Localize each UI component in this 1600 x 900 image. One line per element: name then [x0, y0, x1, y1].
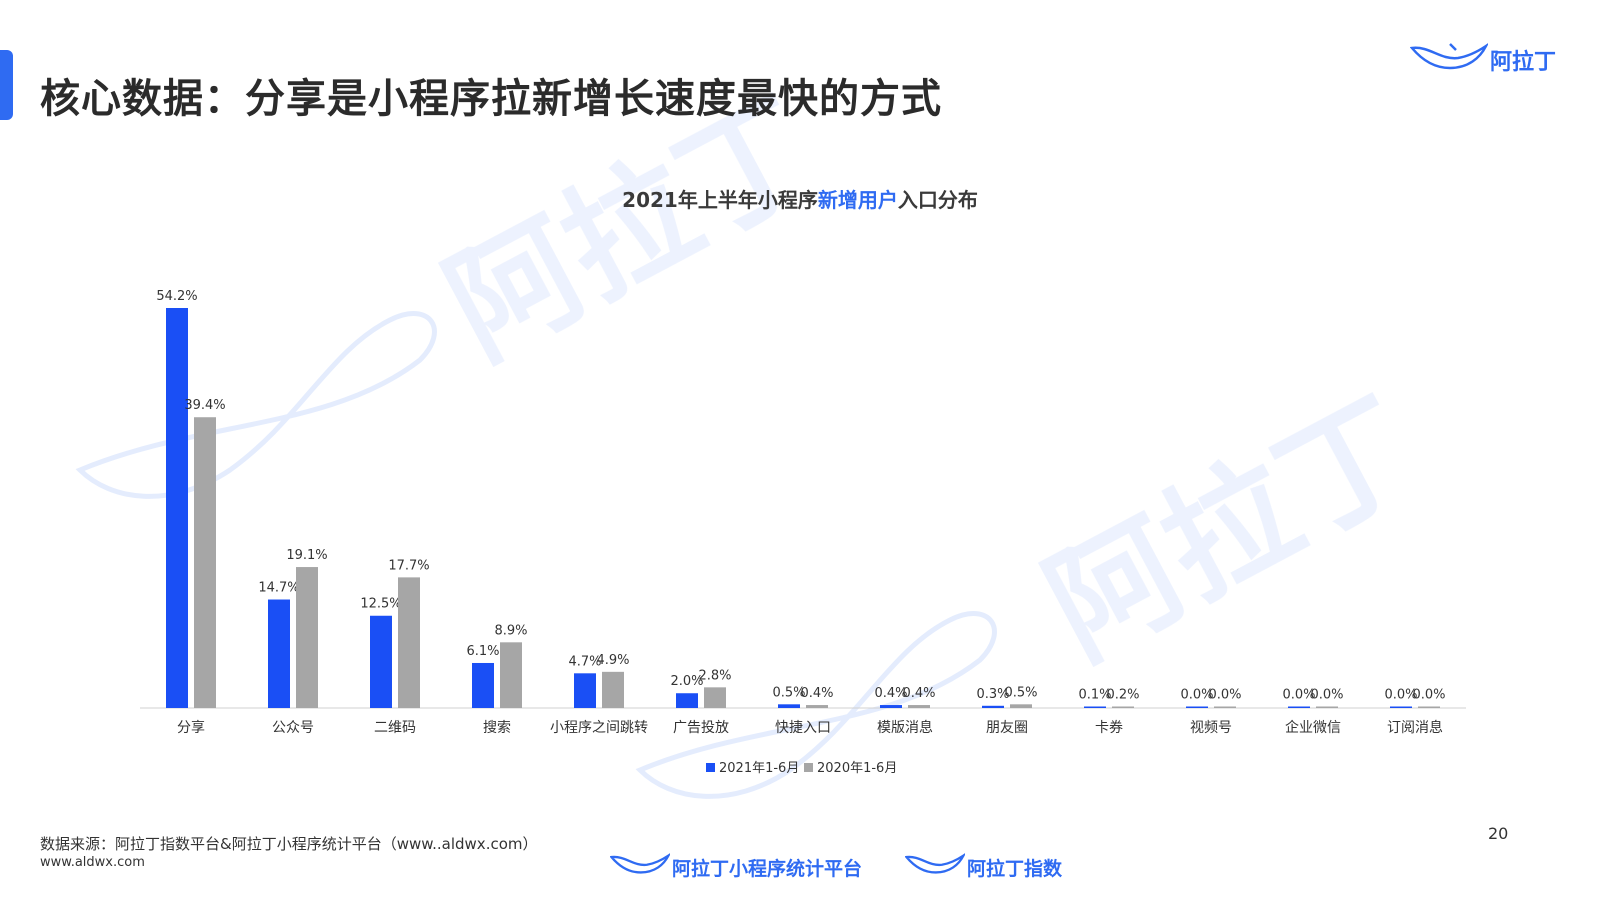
- data-label: 0.0%: [1180, 688, 1213, 703]
- x-tick-label: 卡券: [1095, 720, 1123, 736]
- bar-2020: [806, 705, 828, 708]
- data-label: 39.4%: [184, 398, 225, 413]
- bar-2020: [194, 417, 216, 708]
- data-label: 0.0%: [1282, 688, 1315, 703]
- bar-2020: [398, 577, 420, 708]
- bar-2020: [296, 567, 318, 708]
- data-label: 0.0%: [1412, 688, 1445, 703]
- bar-2021: [880, 705, 902, 708]
- x-tick-label: 广告投放: [673, 720, 729, 736]
- legend-swatch: [804, 763, 813, 772]
- bar-2021: [1390, 706, 1412, 708]
- bar-2021: [676, 693, 698, 708]
- footer-logo-statistics: 阿拉丁小程序统计平台: [610, 850, 870, 880]
- x-tick-label: 公众号: [272, 720, 314, 736]
- x-tick-label: 二维码: [374, 720, 416, 736]
- bar-2021: [1186, 706, 1208, 708]
- lamp-icon: [1410, 43, 1488, 70]
- bar-2021: [982, 705, 1004, 708]
- x-tick-label: 朋友圈: [986, 720, 1028, 736]
- bar-2021: [370, 615, 392, 708]
- bar-2021: [778, 704, 800, 708]
- bar-2020: [908, 705, 930, 708]
- bar-2020: [602, 671, 624, 708]
- x-tick-label: 分享: [177, 719, 205, 736]
- data-label: 0.4%: [902, 686, 935, 701]
- data-label: 17.7%: [388, 558, 429, 573]
- bar-2021: [472, 662, 494, 708]
- data-label: 0.0%: [1208, 688, 1241, 703]
- data-label: 6.1%: [466, 644, 499, 659]
- bar-2020: [1214, 706, 1236, 708]
- footer-logo-index: 阿拉丁指数: [905, 850, 1085, 880]
- footer-logo-statistics-text: 阿拉丁小程序统计平台: [672, 858, 863, 880]
- page-title: 核心数据：分享是小程序拉新增长速度最快的方式: [40, 76, 942, 122]
- brand-logo-text: 阿拉丁: [1490, 50, 1557, 75]
- bar-2020: [1112, 706, 1134, 708]
- data-label: 0.4%: [874, 686, 907, 701]
- bar-2021: [574, 673, 596, 708]
- x-tick-label: 快捷入口: [775, 720, 831, 736]
- x-tick-label: 订阅消息: [1387, 719, 1443, 736]
- title-accent-bar: [0, 50, 13, 120]
- x-tick-label: 模版消息: [877, 719, 933, 736]
- lamp-icon: [905, 853, 965, 874]
- bar-2021: [268, 599, 290, 708]
- bar-2021: [166, 308, 188, 708]
- chart-title-prefix: 2021年上半年小程序: [622, 188, 818, 212]
- data-label: 14.7%: [258, 581, 299, 596]
- data-label: 2.0%: [670, 674, 703, 689]
- data-label: 0.5%: [772, 685, 805, 700]
- chart-title-suffix: 入口分布: [897, 188, 978, 212]
- bar-2020: [1316, 706, 1338, 708]
- data-label: 54.2%: [156, 289, 197, 304]
- lamp-icon: [610, 853, 670, 874]
- bar-2020: [704, 687, 726, 708]
- footer-url: www.aldwx.com: [40, 855, 145, 870]
- data-label: 0.4%: [800, 686, 833, 701]
- legend-label: 2021年1-6月: [719, 761, 799, 776]
- brand-logo: 阿拉丁: [1410, 38, 1570, 78]
- bar-2021: [1084, 706, 1106, 708]
- footer-logo-index-text: 阿拉丁指数: [967, 858, 1063, 880]
- bar-2020: [1010, 704, 1032, 708]
- data-label: 0.0%: [1310, 688, 1343, 703]
- data-label: 4.7%: [568, 654, 601, 669]
- bar-2020: [1418, 706, 1440, 708]
- x-tick-label: 视频号: [1190, 720, 1232, 736]
- data-label: 0.1%: [1078, 688, 1111, 703]
- x-tick-label: 搜索: [483, 719, 511, 736]
- chart-title-highlight: 新增用户: [817, 188, 898, 212]
- data-label: 0.3%: [976, 687, 1009, 702]
- data-label: 4.9%: [596, 653, 629, 668]
- data-label: 8.9%: [494, 623, 527, 638]
- legend-swatch: [706, 763, 715, 772]
- data-label: 2.8%: [698, 668, 731, 683]
- legend-label: 2020年1-6月: [817, 761, 897, 776]
- bar-2021: [1288, 706, 1310, 708]
- data-label: 12.5%: [360, 597, 401, 612]
- page-number: 20: [1488, 824, 1509, 843]
- data-label: 19.1%: [286, 548, 327, 563]
- x-tick-label: 企业微信: [1285, 719, 1341, 736]
- chart-title: 2021年上半年小程序新增用户入口分布: [0, 184, 1600, 213]
- x-tick-label: 小程序之间跳转: [550, 720, 648, 736]
- data-label: 0.5%: [1004, 685, 1037, 700]
- data-source-note: 数据来源：阿拉丁指数平台&阿拉丁小程序统计平台（www..aldwx.com）: [40, 835, 538, 853]
- data-label: 0.0%: [1384, 688, 1417, 703]
- data-label: 0.2%: [1106, 688, 1139, 703]
- bar-2020: [500, 642, 522, 708]
